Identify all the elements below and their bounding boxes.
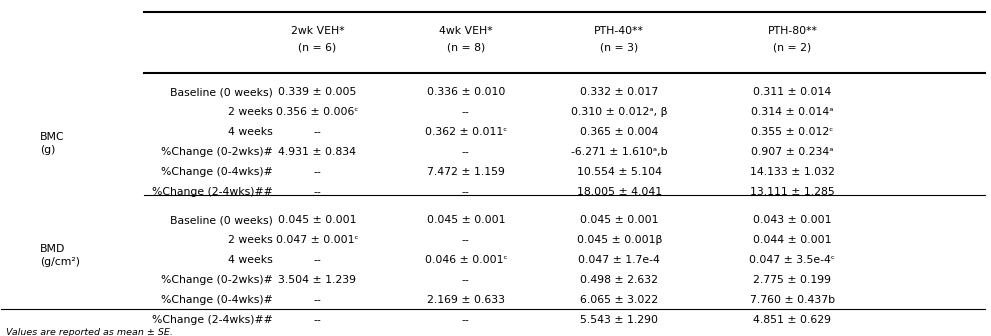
Text: 4.931 ± 0.834: 4.931 ± 0.834 [278,147,357,157]
Text: 13.111 ± 1.285: 13.111 ± 1.285 [750,187,834,197]
Text: (n = 2): (n = 2) [773,42,812,52]
Text: 0.044 ± 0.001: 0.044 ± 0.001 [753,235,831,245]
Text: 2.169 ± 0.633: 2.169 ± 0.633 [427,295,504,305]
Text: %Change (0-2wks)#: %Change (0-2wks)# [162,275,273,285]
Text: 0.311 ± 0.014: 0.311 ± 0.014 [753,87,831,97]
Text: 0.045 ± 0.001: 0.045 ± 0.001 [426,215,505,225]
Text: 3.504 ± 1.239: 3.504 ± 1.239 [278,275,357,285]
Text: (g/cm²): (g/cm²) [41,257,80,267]
Text: Values are reported as mean ± SE.: Values are reported as mean ± SE. [6,328,172,336]
Text: --: -- [462,107,470,117]
Text: PTH-80**: PTH-80** [767,26,818,36]
Text: (n = 3): (n = 3) [601,42,638,52]
Text: (n = 8): (n = 8) [447,42,485,52]
Text: --: -- [313,187,321,197]
Text: --: -- [313,295,321,305]
Text: 0.047 ± 0.001ᶜ: 0.047 ± 0.001ᶜ [276,235,359,245]
Text: Baseline (0 weeks): Baseline (0 weeks) [170,87,273,97]
Text: --: -- [313,127,321,137]
Text: %Change (2-4wks)##: %Change (2-4wks)## [152,187,273,197]
Text: 0.339 ± 0.005: 0.339 ± 0.005 [278,87,357,97]
Text: PTH-40**: PTH-40** [595,26,644,36]
Text: 0.046 ± 0.001ᶜ: 0.046 ± 0.001ᶜ [424,255,507,265]
Text: 2.775 ± 0.199: 2.775 ± 0.199 [753,275,831,285]
Text: 7.472 ± 1.159: 7.472 ± 1.159 [427,167,504,177]
Text: --: -- [462,235,470,245]
Text: 0.310 ± 0.012ᵃ, β: 0.310 ± 0.012ᵃ, β [571,107,668,117]
Text: 0.498 ± 2.632: 0.498 ± 2.632 [580,275,658,285]
Text: 4 weeks: 4 weeks [228,255,273,265]
Text: 0.332 ± 0.017: 0.332 ± 0.017 [580,87,658,97]
Text: %Change (0-4wks)#: %Change (0-4wks)# [162,295,273,305]
Text: 0.045 ± 0.001: 0.045 ± 0.001 [580,215,658,225]
Text: --: -- [462,147,470,157]
Text: 4 weeks: 4 weeks [228,127,273,137]
Text: 4wk VEH*: 4wk VEH* [439,26,493,36]
Text: 14.133 ± 1.032: 14.133 ± 1.032 [750,167,834,177]
Text: 0.355 ± 0.012ᶜ: 0.355 ± 0.012ᶜ [751,127,833,137]
Text: BMC: BMC [41,132,64,142]
Text: --: -- [462,187,470,197]
Text: --: -- [313,315,321,325]
Text: --: -- [462,315,470,325]
Text: 18.005 ± 4.041: 18.005 ± 4.041 [577,187,662,197]
Text: -6.271 ± 1.610ᵃ,b: -6.271 ± 1.610ᵃ,b [571,147,668,157]
Text: --: -- [313,167,321,177]
Text: 0.356 ± 0.006ᶜ: 0.356 ± 0.006ᶜ [276,107,359,117]
Text: 0.362 ± 0.011ᶜ: 0.362 ± 0.011ᶜ [425,127,507,137]
Text: 0.045 ± 0.001β: 0.045 ± 0.001β [577,235,662,245]
Text: 10.554 ± 5.104: 10.554 ± 5.104 [577,167,662,177]
Text: Baseline (0 weeks): Baseline (0 weeks) [170,215,273,225]
Text: 2 weeks: 2 weeks [228,235,273,245]
Text: %Change (0-4wks)#: %Change (0-4wks)# [162,167,273,177]
Text: 5.543 ± 1.290: 5.543 ± 1.290 [580,315,658,325]
Text: 0.907 ± 0.234ᵃ: 0.907 ± 0.234ᵃ [751,147,833,157]
Text: 0.047 ± 1.7e-4: 0.047 ± 1.7e-4 [579,255,660,265]
Text: 0.365 ± 0.004: 0.365 ± 0.004 [580,127,658,137]
Text: 2 weeks: 2 weeks [228,107,273,117]
Text: --: -- [462,275,470,285]
Text: 2wk VEH*: 2wk VEH* [290,26,344,36]
Text: 7.760 ± 0.437b: 7.760 ± 0.437b [750,295,835,305]
Text: 0.045 ± 0.001: 0.045 ± 0.001 [278,215,357,225]
Text: 4.851 ± 0.629: 4.851 ± 0.629 [753,315,831,325]
Text: BMD: BMD [41,244,65,254]
Text: %Change (0-2wks)#: %Change (0-2wks)# [162,147,273,157]
Text: 0.336 ± 0.010: 0.336 ± 0.010 [426,87,505,97]
Text: 6.065 ± 3.022: 6.065 ± 3.022 [580,295,658,305]
Text: %Change (2-4wks)##: %Change (2-4wks)## [152,315,273,325]
Text: --: -- [313,255,321,265]
Text: 0.047 ± 3.5e-4ᶜ: 0.047 ± 3.5e-4ᶜ [749,255,835,265]
Text: (g): (g) [41,145,55,155]
Text: 0.043 ± 0.001: 0.043 ± 0.001 [753,215,831,225]
Text: (n = 6): (n = 6) [298,42,337,52]
Text: 0.314 ± 0.014ᵃ: 0.314 ± 0.014ᵃ [751,107,833,117]
